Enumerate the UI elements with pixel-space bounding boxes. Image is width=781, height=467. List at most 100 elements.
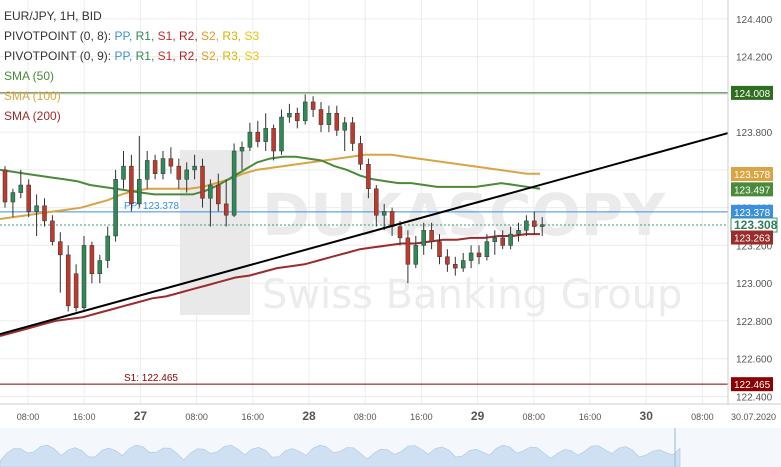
candle-body [65,254,71,307]
candle-body [500,237,505,246]
x-tick-label: 27 [134,409,148,423]
y-tick-label: 123.800 [736,128,773,139]
watermark: DUKASCOPY Swiss Banking Group [180,150,682,318]
candle-body [89,245,95,274]
candle-body [295,113,300,122]
candle-body [42,205,47,222]
badge-sma100 [731,167,773,182]
candle-body [192,165,197,171]
y-tick-label: 122.600 [736,355,773,366]
candle-body [326,113,332,125]
candle-body [389,211,395,227]
candle-body [287,113,292,118]
x-tick-label: 30 [640,409,654,423]
candle-body [516,230,521,235]
legend-pivot-1: PIVOTPOINT (0, 8): PP, R1, S1, R2, S2, R… [4,29,260,43]
badge-resistance [731,85,773,100]
candle-body [445,256,450,265]
candle-body [397,226,403,239]
sma50-line [0,155,541,196]
candle-body [255,131,261,142]
candle-body [302,101,308,122]
candle-body [18,184,24,193]
chart-legend: EUR/JPY, 1H, BID PIVOTPOINT (0, 8): PP, … [4,6,259,126]
legend-symbol: EUR/JPY, 1H, BID [4,9,102,23]
badge-label-support: 122.465 [734,380,771,391]
candle-body [381,211,387,216]
candle-body [50,220,55,242]
candle-body [10,192,16,203]
candle-body [460,260,466,269]
candle-body [358,143,363,165]
legend-sma200: SMA (200) [4,109,61,123]
volume-area [0,444,681,467]
candle-body [247,131,253,148]
candle-body [453,264,458,269]
candle-body [413,245,419,265]
badge-label-sma200: 123.263 [734,234,771,245]
candle-body [231,150,237,216]
y-tick-label: 124.200 [736,53,773,64]
candle-body [129,165,134,205]
level-label-support: S1: 122.465 [124,373,178,384]
badge-label-resistance: 124.008 [734,89,771,100]
candle-body [73,273,79,308]
candle-body [152,160,158,174]
candle-body [524,220,529,231]
x-tick-label: 16:00 [242,412,265,422]
candle-body [105,235,110,261]
candle-body [532,220,537,227]
candle-body [310,101,316,110]
candle-body [216,184,221,205]
candle-body [263,128,268,142]
y-tick-label: 123.200 [736,241,773,252]
x-tick-label: 30.07.2020 [731,412,776,422]
volume-strip [0,428,781,467]
watermark-sub: Swiss Banking Group [262,272,682,318]
candle-body [113,179,118,237]
candle-body [137,179,142,205]
candle-body [366,163,371,190]
badge-label-current: 123.308 [734,218,778,232]
candle-body [26,184,31,212]
candle-body [200,165,205,199]
candle-body [539,224,545,227]
x-tick-label: 29 [471,409,485,423]
x-tick-label: 08:00 [17,412,40,422]
candle-body [176,165,182,180]
x-tick-label: 08:00 [523,412,546,422]
x-tick-label: 08:00 [691,412,714,422]
candle-body [144,160,150,180]
candle-body [508,233,513,246]
candle-body [350,122,355,144]
candle-body [374,188,379,216]
candle-body [334,113,340,131]
candle-body [318,109,324,125]
candle-body [476,252,482,257]
badge-pivot [731,204,773,219]
candle-body [421,230,426,246]
x-tick-label: 16:00 [73,412,96,422]
candle-body [484,241,490,257]
candle-body [239,147,245,152]
candle-body [405,237,411,265]
candle-body [58,241,63,256]
candle-body [184,169,189,180]
candle-body [271,128,276,152]
legend-pivot-2: PIVOTPOINT (0, 9): PP, R1, S1, R2, S2, R… [4,49,260,63]
badge-sma200 [731,230,773,245]
trend-line [0,132,729,336]
sma200-line [0,233,540,337]
watermark-brand: DUKASCOPY [262,181,666,249]
y-tick-label: 122.800 [736,317,773,328]
candle-body [168,158,174,167]
y-tick-label: 122.400 [736,392,773,403]
badge-label-sma50: 123.497 [734,185,771,196]
legend-sma100: SMA (100) [4,89,61,103]
candle-body [34,205,39,212]
x-tick-label: 28 [302,409,316,423]
x-tick-label: 08:00 [354,412,377,422]
badge-label-sma100: 123.578 [734,170,771,181]
